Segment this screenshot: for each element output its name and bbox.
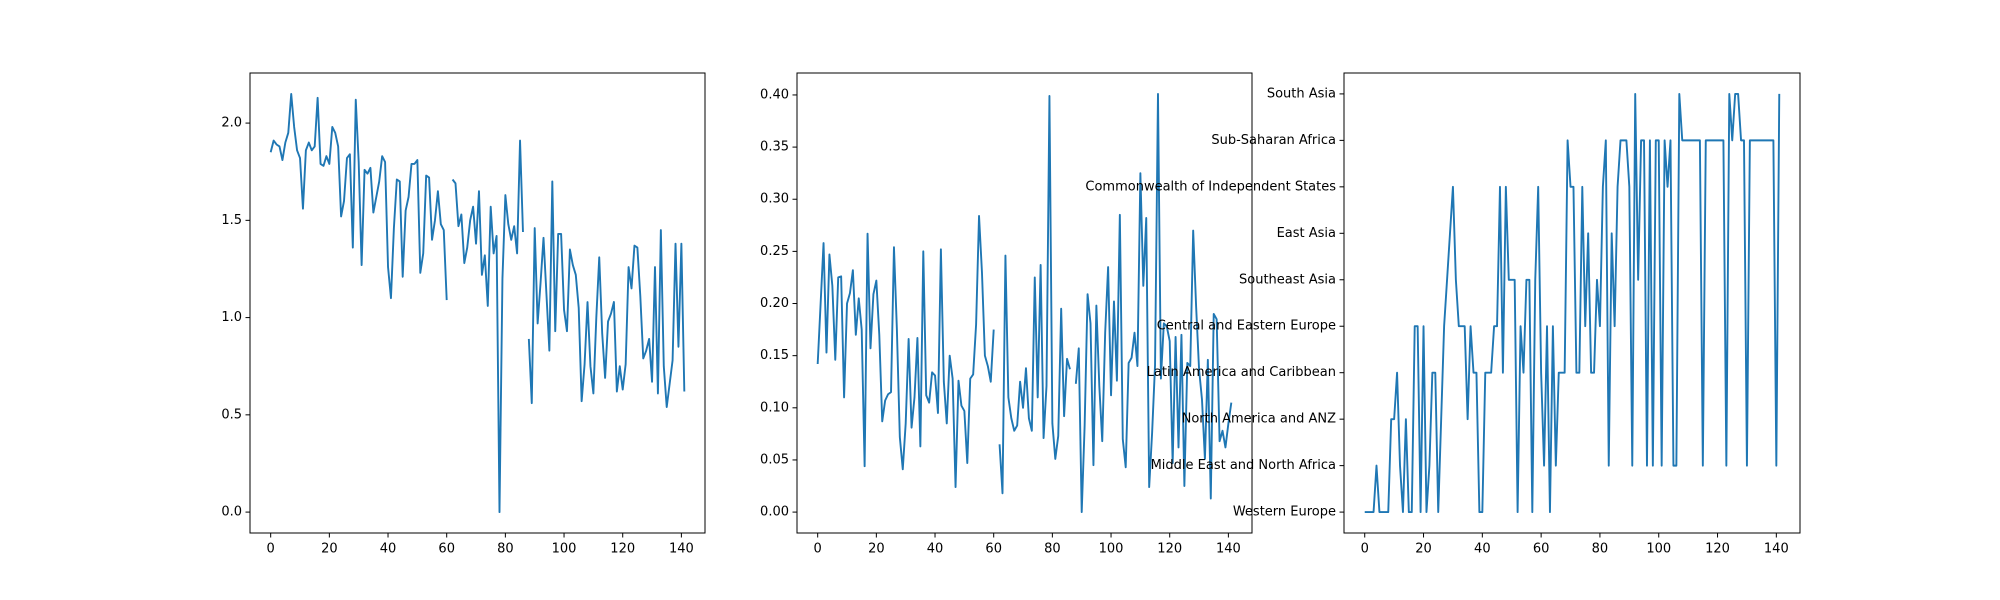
y-tick-label: Latin America and Caribbean: [1147, 365, 1336, 380]
axes-frame: [249, 72, 706, 534]
x-tick-label: 100: [552, 542, 577, 557]
x-tick-label: 140: [1216, 542, 1241, 557]
x-tick-label: 100: [1646, 542, 1671, 557]
x-tick-label: 0: [267, 542, 275, 557]
y-tick-label: 2.0: [221, 116, 242, 131]
y-tick-label: 0.35: [760, 140, 789, 155]
x-tick-label: 0: [1361, 542, 1369, 557]
x-tick-label: 60: [1533, 542, 1550, 557]
y-tick-label: Southeast Asia: [1239, 272, 1336, 287]
y-tick-label: 1.0: [221, 310, 242, 325]
x-tick-label: 120: [1705, 542, 1730, 557]
x-tick-label: 60: [985, 542, 1002, 557]
y-tick-label: Central and Eastern Europe: [1157, 319, 1336, 334]
data-line: [816, 92, 1233, 514]
x-tick-label: 100: [1099, 542, 1124, 557]
x-tick-label: 140: [1764, 542, 1789, 557]
y-tick-label: 0.15: [760, 348, 789, 363]
x-tick-label: 120: [610, 542, 635, 557]
x-tick-label: 40: [1474, 542, 1491, 557]
x-tick-label: 80: [1044, 542, 1061, 557]
x-tick-label: 80: [497, 542, 514, 557]
y-tick-label: 1.5: [221, 213, 242, 228]
x-tick-label: 20: [321, 542, 338, 557]
y-tick-label: East Asia: [1277, 226, 1336, 241]
y-tick-label: 0.0: [221, 505, 242, 520]
x-tick-label: 80: [1592, 542, 1609, 557]
data-line: [1364, 92, 1781, 514]
y-tick-label: 0.10: [760, 400, 789, 415]
y-tick-label: Sub-Saharan Africa: [1211, 133, 1336, 148]
y-tick-label: Commonwealth of Independent States: [1085, 179, 1336, 194]
axes-frame: [796, 72, 1253, 534]
axes-frame: [1343, 72, 1801, 534]
x-tick-label: 20: [868, 542, 885, 557]
y-tick-label: North America and ANZ: [1182, 412, 1336, 427]
y-tick-label: South Asia: [1267, 86, 1336, 101]
y-tick-label: 0.25: [760, 244, 789, 259]
x-tick-label: 40: [927, 542, 944, 557]
y-tick-label: 0.20: [760, 296, 789, 311]
data-line: [269, 92, 686, 514]
y-tick-label: 0.30: [760, 192, 789, 207]
y-tick-label: 0.05: [760, 452, 789, 467]
y-tick-label: 0.40: [760, 87, 789, 102]
x-tick-label: 40: [380, 542, 397, 557]
y-tick-label: 0.5: [221, 407, 242, 422]
x-tick-label: 60: [438, 542, 455, 557]
x-tick-label: 140: [669, 542, 694, 557]
x-tick-label: 0: [814, 542, 822, 557]
y-tick-label: Western Europe: [1233, 505, 1336, 520]
x-tick-label: 20: [1415, 542, 1432, 557]
x-tick-label: 120: [1157, 542, 1182, 557]
y-tick-label: Middle East and North Africa: [1151, 458, 1336, 473]
y-tick-label: 0.00: [760, 505, 789, 520]
